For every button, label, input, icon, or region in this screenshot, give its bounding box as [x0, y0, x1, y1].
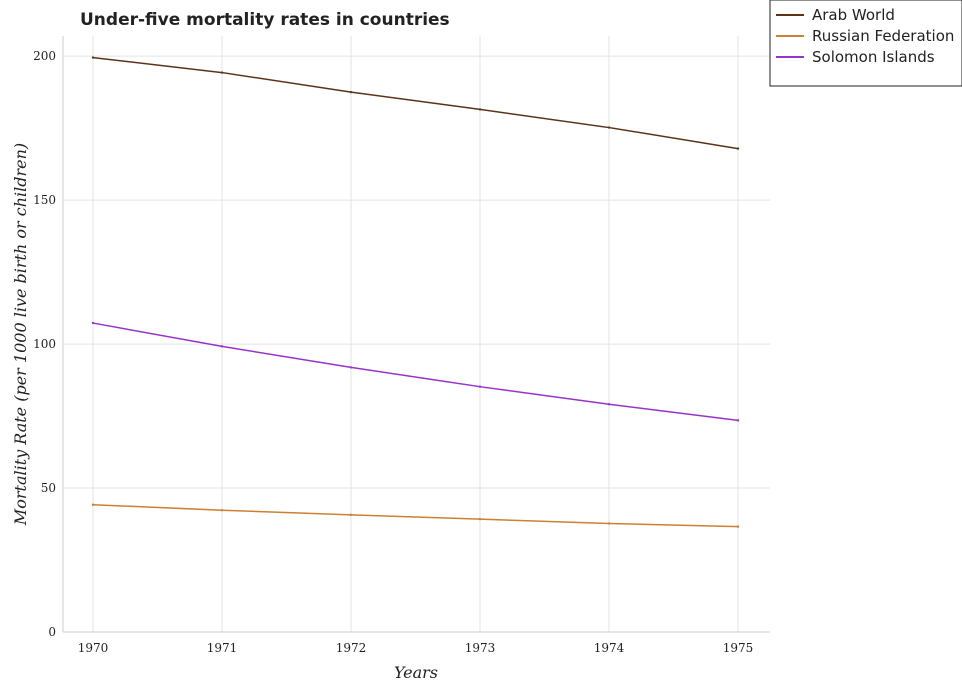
x-tick-label: 1972 [336, 641, 367, 655]
series [91, 56, 740, 528]
y-axis-title: Mortality Rate (per 1000 live birth or c… [11, 143, 30, 526]
x-axis-title: Years [394, 663, 438, 682]
y-tick-label: 200 [33, 49, 56, 63]
data-point-arab-world [478, 108, 482, 111]
data-point-russian-federation [607, 522, 611, 525]
y-tick-label: 100 [33, 337, 56, 351]
x-tick-label: 1973 [465, 641, 496, 655]
legend-label-arab-world: Arab World [812, 6, 895, 24]
legend: Arab World Russian Federation Solomon Isla… [769, 0, 962, 87]
y-tick-label: 150 [33, 193, 56, 207]
x-tick-labels: 1970 1971 1972 1973 1974 1975 [78, 641, 754, 655]
data-point-russian-federation [349, 513, 353, 517]
data-point-solomon-islands [91, 321, 95, 325]
data-point-russian-federation [91, 503, 95, 506]
legend-label-solomon-islands: Solomon Islands [812, 48, 935, 66]
data-point-solomon-islands [220, 345, 224, 348]
data-point-arab-world [349, 90, 353, 94]
y-tick-label: 50 [41, 481, 56, 495]
data-point-arab-world [736, 147, 740, 150]
y-tick-labels: 0 50 100 150 200 [33, 49, 56, 639]
data-point-solomon-islands [607, 403, 611, 406]
x-tick-label: 1971 [207, 641, 238, 655]
data-point-solomon-islands [736, 419, 740, 422]
series-line-russian-federation [92, 503, 739, 528]
x-tick-label: 1970 [78, 641, 109, 655]
data-point-russian-federation [736, 525, 740, 528]
data-point-russian-federation [478, 517, 482, 521]
grid [63, 36, 770, 633]
data-point-arab-world [607, 126, 611, 129]
legend-label-russian-federation: Russian Federation [812, 27, 954, 45]
data-point-russian-federation [220, 509, 224, 512]
x-tick-label: 1975 [723, 641, 754, 655]
series-line-solomon-islands [92, 322, 739, 422]
series-line-arab-world [92, 56, 739, 150]
chart-title: Under-five mortality rates in countries [80, 10, 450, 30]
data-point-arab-world [91, 56, 95, 59]
data-point-solomon-islands [349, 366, 353, 369]
x-tick-label: 1974 [594, 641, 625, 655]
data-point-arab-world [220, 71, 224, 74]
data-point-solomon-islands [478, 385, 482, 388]
y-tick-label: 0 [48, 625, 56, 639]
